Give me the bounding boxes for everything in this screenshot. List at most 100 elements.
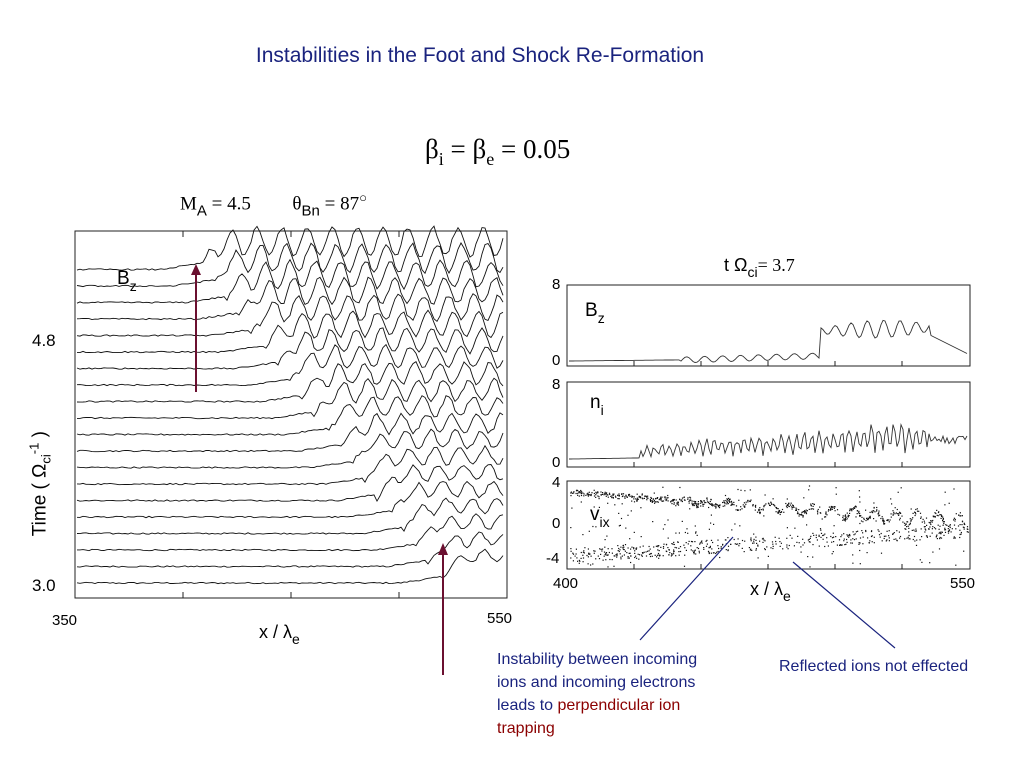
vix-particle — [583, 495, 585, 497]
vix-particle — [780, 511, 783, 513]
vix-particle — [929, 526, 931, 528]
vix-particle — [938, 511, 940, 513]
vix-particle — [735, 543, 738, 545]
vix-particle — [854, 506, 856, 508]
vix-particle — [773, 504, 775, 506]
vix-particle — [802, 538, 804, 540]
vix-particle — [696, 534, 698, 536]
vix-particle — [597, 555, 599, 557]
vix-particle — [750, 548, 752, 550]
vix-particle — [839, 544, 841, 546]
vix-particle — [673, 549, 675, 551]
vix-particle — [614, 504, 616, 506]
vix-particle — [949, 524, 951, 526]
vix-particle — [639, 497, 642, 499]
vix-particle — [582, 534, 584, 536]
vix-particle — [798, 513, 800, 515]
vix-particle — [924, 531, 926, 533]
vix-particle — [576, 557, 578, 559]
right-bz-label: Bz — [585, 300, 605, 326]
vix-particle — [748, 547, 750, 549]
vix-particle — [769, 504, 771, 507]
vix-particle — [880, 517, 882, 520]
bz-trace — [77, 377, 504, 420]
vix-particle — [620, 517, 623, 520]
vix-particle — [688, 540, 690, 542]
vix-particle — [818, 545, 820, 547]
vix-particle — [859, 501, 861, 503]
vix-particle — [693, 551, 695, 553]
vix-particle — [792, 506, 794, 508]
vix-particle — [808, 508, 810, 510]
right-x-axis-label: x / λe — [750, 579, 791, 604]
vix-particle — [640, 536, 642, 538]
vix-particle — [951, 528, 953, 530]
vix-particle — [868, 517, 870, 519]
vix-particle — [905, 523, 907, 525]
vix-particle — [798, 509, 800, 511]
vix-particle — [925, 535, 928, 537]
vix-particle — [910, 519, 912, 521]
vix-particle — [727, 550, 729, 552]
vix-particle — [578, 491, 580, 493]
vix-particle — [883, 523, 885, 525]
vix-particle — [904, 538, 906, 540]
vix-particle — [831, 553, 833, 555]
vix-particle — [794, 527, 796, 529]
vix-particle — [612, 494, 614, 496]
vix-particle — [953, 524, 956, 526]
vix-particle — [675, 499, 677, 501]
vix-particle — [724, 494, 727, 497]
vix-particle — [692, 550, 694, 552]
bz-trace — [76, 276, 504, 321]
vix-particle — [877, 529, 879, 531]
vix-particle — [749, 500, 751, 502]
vix-particle — [577, 494, 579, 496]
vix-particle — [922, 518, 924, 520]
vix-particle — [868, 542, 870, 544]
vix-particle — [673, 553, 675, 555]
vix-particle — [890, 498, 892, 500]
vix-particle — [791, 537, 793, 539]
vix-particle — [586, 493, 588, 495]
vix-particle — [652, 498, 655, 500]
vix-particle — [671, 500, 673, 502]
vix-particle — [670, 500, 672, 502]
vix-particle — [587, 563, 589, 565]
vix-particle — [811, 508, 813, 510]
vix-particle — [604, 539, 606, 541]
vix-particle — [815, 536, 817, 539]
vix-particle — [616, 556, 618, 558]
vix-particle — [785, 505, 788, 507]
vix-particle — [618, 495, 620, 497]
vix-particle — [693, 553, 695, 555]
vix-particle — [756, 511, 759, 513]
vix-particle — [722, 505, 724, 507]
vix-particle — [708, 551, 710, 554]
vix-particle — [892, 513, 894, 515]
vix-particle — [953, 537, 955, 539]
vix-particle — [670, 555, 672, 557]
vix-particle — [953, 488, 955, 490]
vix-particle — [597, 492, 599, 494]
vix-particle — [754, 509, 756, 511]
vix-particle — [942, 517, 944, 520]
vix-particle — [693, 500, 695, 502]
vix-particle — [915, 530, 917, 532]
vix-particle — [807, 556, 809, 558]
vix-particle — [900, 512, 902, 514]
vix-particle — [920, 528, 922, 530]
vix-particle — [788, 502, 790, 504]
vix-particle — [813, 534, 815, 536]
vix-particle — [635, 548, 637, 550]
vix-particle — [851, 510, 853, 512]
vix-particle — [732, 503, 734, 505]
vix-particle — [966, 531, 968, 533]
vix-particle — [872, 510, 874, 512]
vix-particle — [920, 517, 922, 519]
vix-particle — [755, 539, 757, 541]
vix-particle — [589, 494, 591, 496]
vix-particle — [636, 500, 638, 502]
vix-particle — [702, 505, 704, 507]
vix-particle — [812, 508, 815, 510]
